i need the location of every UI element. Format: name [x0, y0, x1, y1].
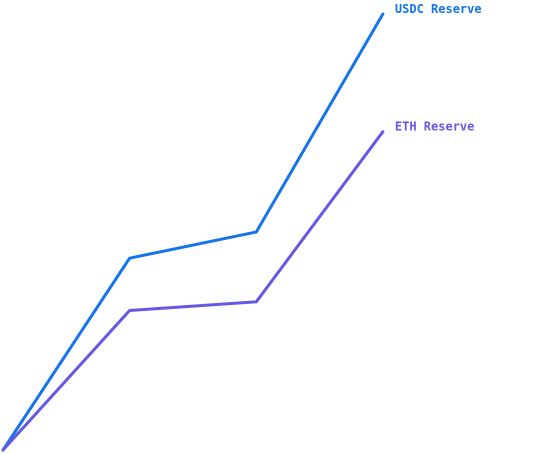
- series-label-0: USDC Reserve: [395, 2, 482, 16]
- series-lines: [1, 12, 385, 452]
- series-line-0: [1, 12, 385, 452]
- series-labels: USDC Reserve ETH Reserve: [395, 2, 482, 134]
- series-label-1: ETH Reserve: [395, 120, 474, 134]
- series-line-1: [1, 130, 385, 452]
